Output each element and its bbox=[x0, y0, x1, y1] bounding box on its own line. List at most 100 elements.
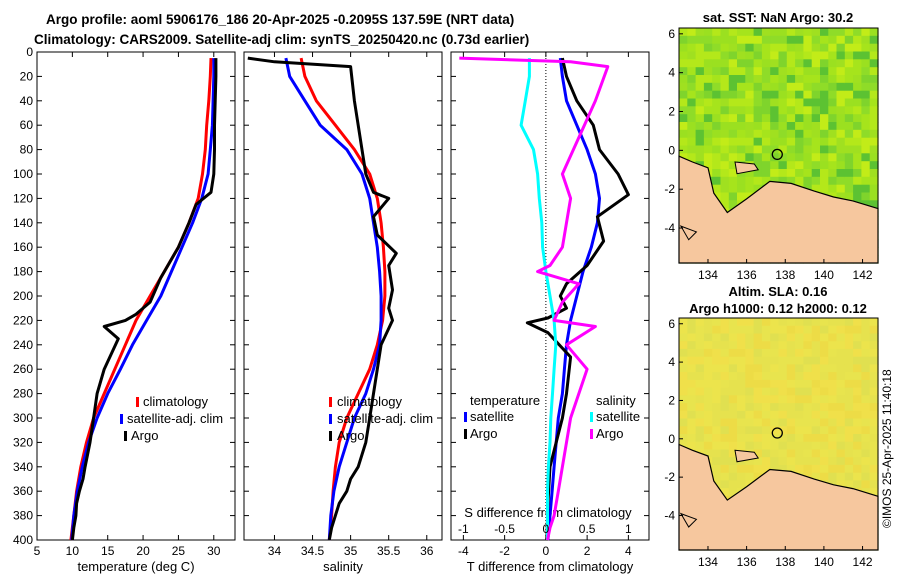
map-cell bbox=[836, 106, 846, 115]
map-cell bbox=[836, 28, 846, 37]
sla-map: 134 136 138 140 142 6 4 2 0 -2 -4 bbox=[664, 317, 879, 569]
s-diff-tick-label: -1 bbox=[458, 522, 469, 536]
map-cell bbox=[695, 403, 705, 412]
map-cell bbox=[695, 35, 705, 45]
map-x-tick-label: 142 bbox=[853, 555, 873, 569]
map-cell bbox=[770, 387, 780, 396]
map-cell bbox=[820, 153, 829, 162]
map-y-tick-label: -2 bbox=[664, 182, 675, 196]
map-cell bbox=[795, 333, 804, 342]
map-cell bbox=[803, 395, 813, 404]
map-cell bbox=[820, 403, 829, 412]
map-cell bbox=[795, 325, 804, 334]
map-cell bbox=[695, 341, 705, 350]
map-cell bbox=[869, 43, 879, 53]
map-cell bbox=[803, 129, 813, 139]
map-cell bbox=[737, 192, 746, 201]
map-cell bbox=[853, 51, 862, 60]
map-cell bbox=[803, 426, 813, 435]
map-cell bbox=[861, 67, 871, 76]
map-cell bbox=[761, 176, 771, 186]
map-cell bbox=[687, 372, 697, 381]
map-cell bbox=[869, 426, 879, 435]
map-cell bbox=[861, 82, 871, 92]
map-cell bbox=[869, 137, 879, 147]
map-cell bbox=[753, 418, 763, 427]
map-cell bbox=[844, 325, 854, 334]
map-cell bbox=[761, 449, 771, 458]
x-tick-label: 36 bbox=[420, 544, 434, 558]
map-cell bbox=[853, 325, 862, 334]
map-cell bbox=[869, 488, 879, 497]
x-tick-label: 20 bbox=[136, 544, 150, 558]
map-cell bbox=[853, 472, 862, 481]
map-x-tick-label: 140 bbox=[814, 268, 834, 282]
map-cell bbox=[679, 426, 688, 435]
map-cell bbox=[687, 395, 697, 404]
map-cell bbox=[695, 318, 705, 327]
map-cell bbox=[861, 480, 871, 489]
map-cell bbox=[687, 325, 697, 334]
map-cell bbox=[695, 106, 705, 115]
y-tick-label: 300 bbox=[13, 411, 33, 425]
map-cell bbox=[720, 464, 730, 474]
map-cell bbox=[679, 67, 688, 76]
map-cell bbox=[703, 98, 713, 107]
map-cell bbox=[703, 82, 713, 92]
map-cell bbox=[703, 114, 713, 123]
map-cell bbox=[869, 90, 879, 100]
map-cell bbox=[844, 426, 854, 435]
map-cell bbox=[795, 28, 804, 37]
map-cell bbox=[811, 457, 821, 466]
map-cell bbox=[770, 98, 780, 107]
map-cell bbox=[836, 90, 846, 100]
map-cell bbox=[753, 449, 763, 458]
map-cell bbox=[703, 379, 713, 389]
map-cell bbox=[836, 169, 846, 178]
map-cell bbox=[786, 356, 796, 365]
map-cell bbox=[687, 67, 697, 76]
map-cell bbox=[861, 137, 871, 147]
map-cell bbox=[745, 59, 755, 68]
map-cell bbox=[803, 145, 813, 154]
map-cell bbox=[737, 43, 746, 53]
map-cell bbox=[861, 410, 871, 420]
map-cell bbox=[737, 341, 746, 350]
map-cell bbox=[828, 137, 838, 147]
legend-swatch-argo bbox=[124, 431, 127, 441]
map-cell bbox=[728, 333, 738, 342]
map-cell bbox=[853, 59, 862, 68]
map-cell bbox=[753, 364, 763, 373]
map-cell bbox=[786, 122, 796, 131]
map-cell bbox=[778, 161, 788, 170]
map-cell bbox=[720, 82, 730, 92]
map-cell bbox=[712, 176, 722, 186]
map-cell bbox=[761, 169, 771, 178]
legend-swatch-satellite bbox=[329, 414, 332, 424]
map-cell bbox=[836, 472, 846, 481]
map-cell bbox=[853, 379, 862, 389]
map-cell bbox=[795, 161, 804, 170]
map-cell bbox=[712, 35, 722, 45]
map-cell bbox=[712, 28, 722, 37]
series-line-satellite-adj-clim bbox=[284, 57, 383, 541]
map-cell bbox=[811, 122, 821, 131]
map-cell bbox=[853, 348, 862, 358]
map-cell bbox=[853, 161, 862, 170]
map-frame bbox=[678, 317, 879, 551]
map-cell bbox=[728, 464, 738, 474]
map-cell bbox=[737, 28, 746, 37]
map-cell bbox=[745, 90, 755, 100]
map-cell bbox=[728, 98, 738, 107]
map-cell bbox=[786, 137, 796, 147]
map-cell bbox=[728, 114, 738, 123]
map-cell bbox=[786, 441, 796, 450]
map-cell bbox=[861, 364, 871, 373]
map-cell bbox=[745, 129, 755, 139]
map-cell bbox=[753, 129, 763, 139]
map-cell bbox=[753, 98, 763, 107]
map-cell bbox=[745, 75, 755, 84]
map-cell bbox=[786, 129, 796, 139]
map-cell bbox=[786, 457, 796, 466]
map-cell bbox=[745, 403, 755, 412]
